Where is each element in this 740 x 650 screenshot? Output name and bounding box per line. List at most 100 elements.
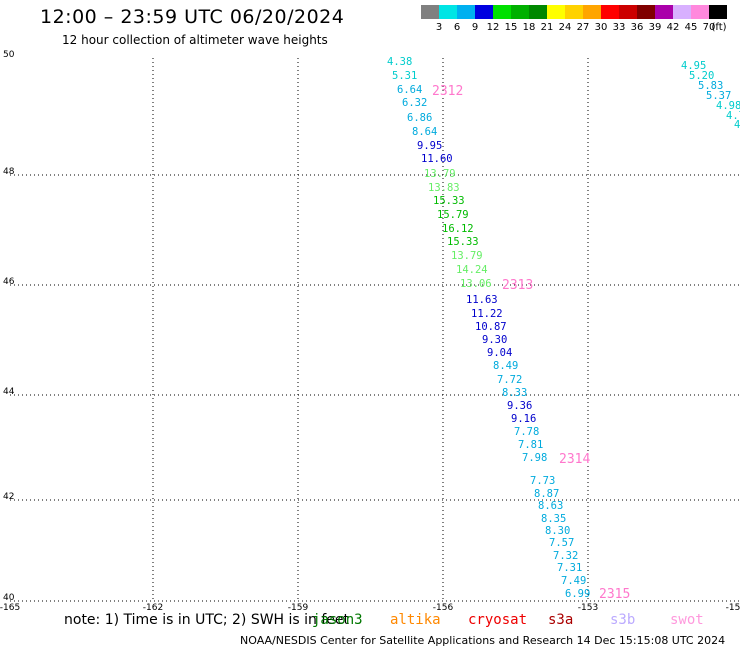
wave-height-value: 8.30 (545, 525, 570, 537)
map-subtitle: 12 hour collection of altimeter wave hei… (62, 33, 328, 47)
pass-time-labels: 2312 2313 2314 2315 (432, 84, 630, 602)
scale-swatch (457, 5, 475, 19)
lat-lon-grid (10, 58, 740, 602)
wave-height-value: 9.36 (507, 400, 532, 412)
scale-swatch (709, 5, 727, 19)
wave-height-value: 7.98 (522, 452, 547, 464)
scale-swatch (601, 5, 619, 19)
satellite-label-swot: swot (670, 612, 704, 628)
scale-label: 12 (486, 22, 500, 33)
scale-label: 6 (453, 22, 461, 33)
lat-label: 44 (3, 387, 15, 397)
wave-height-value: 15.33 (447, 236, 479, 248)
wave-height-value: 14.24 (456, 264, 488, 276)
altimeter-map: 50 48 46 44 42 40 -165 -162 -159 -156 -153 -15 4.3… (0, 50, 740, 612)
scale-label: 24 (558, 22, 572, 33)
wave-height-value: 6.99 (565, 588, 590, 600)
wave-height-value: 7.73 (530, 475, 555, 487)
satellite-legend: note: 1) Time is in UTC; 2) SWH is in fe… (0, 612, 740, 632)
wave-height-value: 13.06 (460, 278, 492, 290)
scale-swatch (637, 5, 655, 19)
scale-label: 45 (684, 22, 698, 33)
wave-height-value: 8.33 (502, 387, 527, 399)
lon-label: -165 (0, 603, 20, 612)
satellite-label-s3a: s3a (548, 612, 574, 628)
map-title: 12:00 – 23:59 UTC 06/20/2024 (40, 6, 345, 28)
wave-height-value: 13.79 (424, 168, 456, 180)
wave-height-value: 11.22 (471, 308, 503, 320)
lat-label: 50 (3, 50, 15, 60)
lon-label: -153 (578, 603, 598, 612)
pass-time-label: 2315 (599, 587, 630, 602)
lat-label: 48 (3, 167, 15, 177)
scale-swatch (691, 5, 709, 19)
wave-height-value: 4.98 (716, 100, 740, 112)
wave-height-value: 16.12 (442, 223, 474, 235)
wave-height-value: 6.86 (407, 112, 432, 124)
wave-height-value: 15.79 (437, 209, 469, 221)
scale-swatch (511, 5, 529, 19)
scale-swatch (565, 5, 583, 19)
scale-swatch (619, 5, 637, 19)
pass-time-label: 2313 (502, 278, 533, 293)
wave-height-value: 6.32 (402, 97, 427, 109)
scale-swatch (547, 5, 565, 19)
scale-swatch (439, 5, 457, 19)
scale-label: 42 (666, 22, 680, 33)
wave-height-value: 7.31 (557, 562, 582, 574)
lat-label: 42 (3, 492, 14, 502)
lat-label: 40 (3, 593, 15, 603)
lon-label: -15 (726, 603, 740, 612)
lon-label: -159 (288, 603, 309, 612)
scale-label: 9 (471, 22, 479, 33)
wave-height-color-scale (421, 5, 727, 19)
scale-label: 18 (522, 22, 536, 33)
longitude-labels: -165 -162 -159 -156 -153 -15 (0, 603, 740, 612)
wave-height-value: 4.38 (387, 56, 412, 68)
wave-height-value: 8.49 (493, 360, 518, 372)
wave-height-value: 7.72 (497, 374, 522, 386)
wave-height-value: 11.60 (421, 153, 453, 165)
satellite-label-altika: altika (390, 612, 441, 628)
wave-height-value: 13.79 (451, 250, 483, 262)
secondary-altimeter-track: 4.955.205.835.374.984.74 (681, 60, 740, 131)
wave-height-value: 5.37 (706, 90, 731, 102)
satellite-label-s3b: s3b (610, 612, 636, 628)
scale-label: 36 (630, 22, 644, 33)
scale-label: 39 (648, 22, 662, 33)
lat-label: 46 (3, 277, 15, 287)
color-scale-labels: 3 6 9 12 15 18 21 24 27 30 33 36 39 42 45 70 (ft) (0, 0, 740, 40)
scale-label: 70 (702, 22, 716, 33)
scale-label: 27 (576, 22, 590, 33)
wave-height-value: 9.30 (482, 334, 507, 346)
scale-swatch (655, 5, 673, 19)
lon-label: -156 (433, 603, 454, 612)
wave-height-value: 9.95 (417, 140, 442, 152)
wave-height-value: 9.04 (487, 347, 512, 359)
wave-height-value: 7.32 (553, 550, 578, 562)
wave-height-value: 9.16 (511, 413, 536, 425)
scale-label: 30 (594, 22, 608, 33)
wave-height-value: 8.64 (412, 126, 437, 138)
wave-height-value: 4 (734, 119, 740, 131)
pass-time-label: 2312 (432, 84, 463, 99)
wave-height-value: 6.64 (397, 84, 422, 96)
scale-label: 33 (612, 22, 626, 33)
pass-time-label: 2314 (559, 452, 590, 467)
satellite-label-jason3: jason3 (312, 612, 363, 628)
wave-height-value: 11.63 (466, 294, 498, 306)
wave-height-value: 10.87 (475, 321, 507, 333)
scale-swatch (475, 5, 493, 19)
scale-swatch (493, 5, 511, 19)
scale-label: 15 (504, 22, 518, 33)
wave-height-value: 8.63 (538, 500, 563, 512)
wave-height-value: 4.7 (726, 110, 740, 122)
scale-swatch (421, 5, 439, 19)
wave-height-value: 8.87 (534, 488, 559, 500)
satellite-label-cryosat: cryosat (468, 612, 528, 628)
wave-height-value: 5.31 (392, 70, 417, 82)
wave-height-value: 7.49 (561, 575, 586, 587)
wave-height-value: 4.95 (681, 60, 706, 72)
scale-swatch (583, 5, 601, 19)
